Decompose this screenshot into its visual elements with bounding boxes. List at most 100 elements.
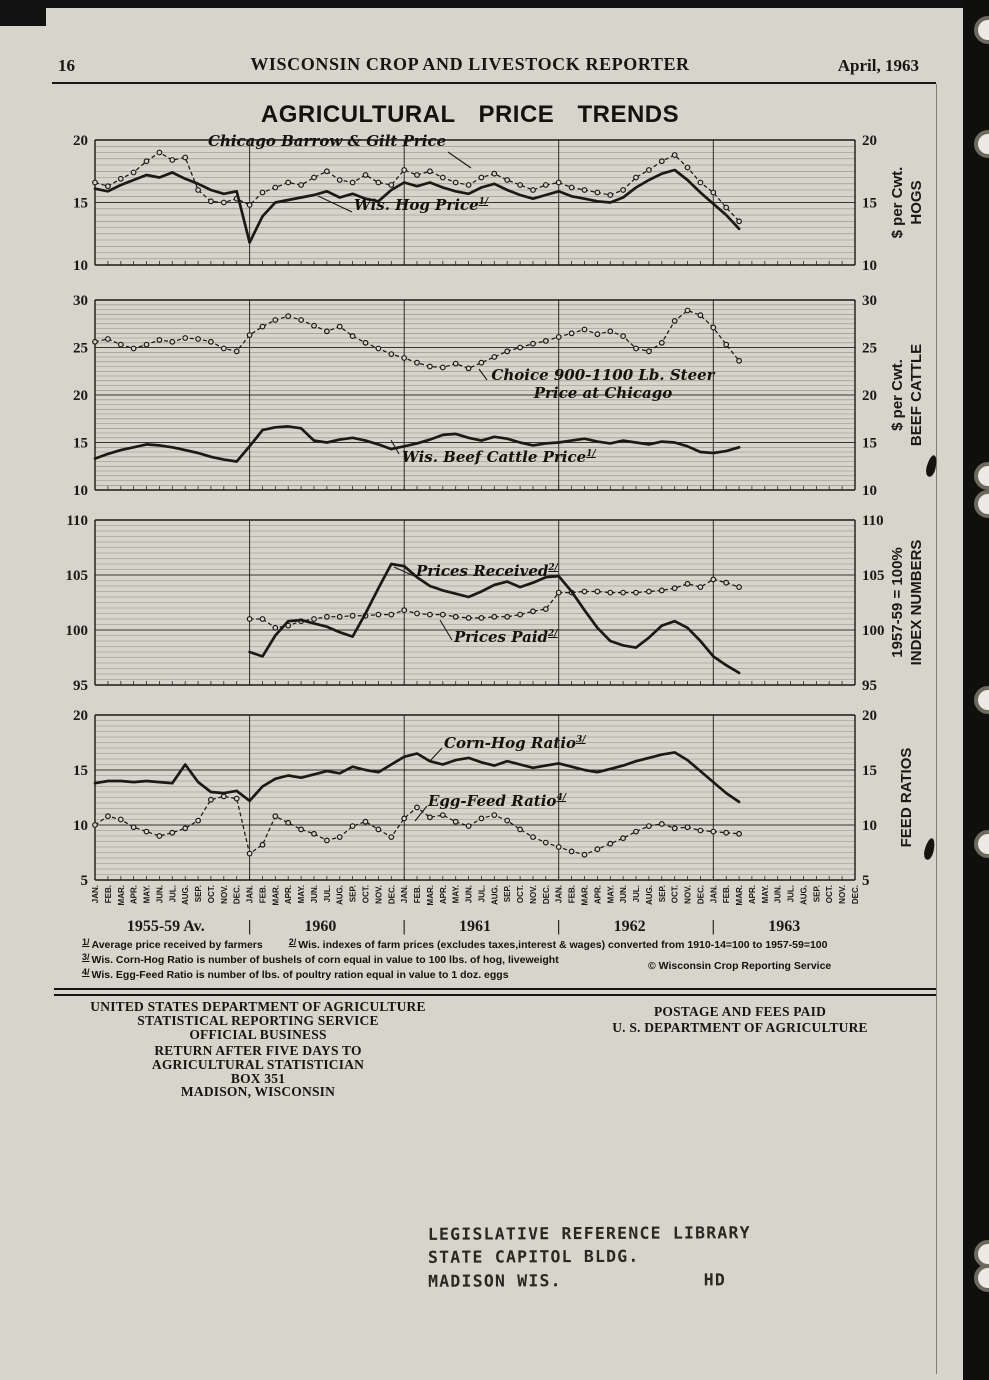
mailer-line: U. S. DEPARTMENT OF AGRICULTURE [612,1019,868,1035]
svg-text:30: 30 [862,293,877,309]
footnote-ref-1: 1/ [478,197,489,207]
mailer-line: UNITED STATES DEPARTMENT OF AGRICULTURE [90,999,426,1014]
footnote-line-2: 3/Wis. Corn-Hog Ratio is number of bushe… [82,952,892,968]
annotation-wis-beef-cattle-price: Wis. Beef Cattle Price1/ [402,448,596,466]
annotation-corn-hog-ratio: Corn-Hog Ratio3/ [444,734,586,752]
svg-text:15: 15 [73,763,88,779]
svg-text:JUL.: JUL. [477,885,486,902]
svg-text:JUL.: JUL. [168,885,177,902]
svg-text:JAN.: JAN. [246,885,255,903]
annotation-egg-feed-ratio: Egg-Feed Ratio4/ [428,792,566,810]
annotation-prices-paid: Prices Paid2/ [454,628,558,646]
svg-text:FEED RATIOS: FEED RATIOS [898,748,915,848]
svg-text:25: 25 [862,341,877,357]
svg-text:JUN.: JUN. [465,885,474,903]
svg-text:SEP.: SEP. [194,885,203,902]
footnote-ref-2: 2/ [548,629,558,639]
svg-text:OCT.: OCT. [825,885,834,903]
svg-text:20: 20 [862,133,877,149]
svg-text:1963: 1963 [768,918,800,935]
svg-text:OCT.: OCT. [516,885,525,903]
svg-text:JUN.: JUN. [774,885,783,903]
svg-text:AUG.: AUG. [490,885,499,905]
svg-text:OCT.: OCT. [671,885,680,903]
svg-text:|: | [712,918,716,935]
svg-text:MAR.: MAR. [271,885,280,905]
annotation-text: Wis. Beef Cattle Price [402,448,587,466]
svg-text:JAN.: JAN. [400,885,409,903]
svg-text:10: 10 [862,818,877,834]
svg-text:15: 15 [862,196,877,212]
svg-text:SEP.: SEP. [349,885,358,902]
mailer-line: AGRICULTURAL STATISTICIAN [151,1056,365,1072]
svg-text:10: 10 [862,483,877,499]
annotation-text: Egg-Feed Ratio [428,792,557,810]
svg-text:JUN.: JUN. [310,885,319,903]
footnote-text: Wis. indexes of farm prices (excludes ta… [298,939,828,951]
footnote-line-1: 1/Average price received by farmers 2/Wis… [82,937,892,953]
svg-text:MAR.: MAR. [117,885,126,905]
svg-text:$ per Cwt.: $ per Cwt. [889,359,906,431]
svg-text:MAY.: MAY. [143,885,152,903]
binder-ring [974,130,989,158]
svg-text:MAY.: MAY. [297,885,306,903]
price-trends-figure: 10 10 15 15 20 20 HOGS $ per Cwt. 10 10 15 15 20 20 25… [50,128,930,943]
svg-text:20: 20 [862,388,877,404]
svg-text:FEB.: FEB. [259,885,268,903]
svg-text:OCT.: OCT. [207,885,216,903]
svg-text:NOV.: NOV. [684,885,693,904]
svg-text:OCT.: OCT. [362,885,371,903]
publication-title: WISCONSIN CROP AND LIVESTOCK REPORTER [250,54,690,74]
binder-ring [974,462,989,490]
footnotes: 1/Average price received by farmers 2/Wis… [82,937,892,984]
footnote-ref-4: 4/ [556,793,566,803]
svg-text:JAN.: JAN. [555,885,564,903]
footnote-ref-3: 3/ [576,735,586,745]
svg-text:DEC.: DEC. [696,885,705,904]
library-stamp: LEGISLATIVE REFERENCE LIBRARY STATE CAPI… [428,1221,751,1293]
svg-text:HOGS: HOGS [908,180,925,224]
svg-text:AUG.: AUG. [181,885,190,905]
section-divider [54,988,936,996]
page-number: 16 [58,56,75,75]
svg-text:AUG.: AUG. [336,885,345,905]
svg-text:JAN.: JAN. [709,885,718,903]
svg-text:|: | [402,918,406,935]
binder-ring [974,16,989,44]
svg-text:FEB.: FEB. [568,885,577,903]
mailer-line: BOX 351 [230,1070,286,1086]
binder-ring [974,830,989,858]
annotation-prices-received: Prices Received2/ [416,562,558,580]
svg-text:AUG.: AUG. [645,885,654,905]
header-rule [52,82,936,84]
svg-text:NOV.: NOV. [374,885,383,904]
svg-text:MAY.: MAY. [606,885,615,903]
svg-text:$ per Cwt.: $ per Cwt. [889,167,906,239]
svg-text:NOV.: NOV. [529,885,538,904]
svg-text:APR.: APR. [284,885,293,904]
svg-text:JUN.: JUN. [619,885,628,903]
footnote-marker: 4/ [82,967,90,978]
svg-text:MAR.: MAR. [735,885,744,905]
issue-date: April, 1963 [837,56,919,75]
svg-text:APR.: APR. [439,885,448,904]
return-address-block: RETURN AFTER FIVE DAYS TO AGRICULTURAL S… [62,1044,454,1099]
copyright-notice: © Wisconsin Crop Reporting Service [648,960,832,972]
svg-text:10: 10 [73,258,88,274]
svg-text:|: | [557,918,561,935]
scan-top-strip [0,0,989,8]
stamp-line: LEGISLATIVE REFERENCE LIBRARY [427,1223,751,1244]
binder-ring [974,1264,989,1292]
annotation-text: Corn-Hog Ratio [444,734,577,752]
svg-text:JUL.: JUL. [632,885,641,902]
svg-text:15: 15 [862,436,877,452]
stamp-text: MADISON WIS. [428,1270,562,1291]
svg-text:DEC.: DEC. [851,885,860,904]
svg-text:105: 105 [66,568,89,584]
svg-text:DEC.: DEC. [542,885,551,904]
mailer-line: MADISON, WISCONSIN [180,1084,336,1100]
svg-text:100: 100 [66,623,89,639]
svg-text:BEEF CATTLE: BEEF CATTLE [908,344,925,446]
scan-corner-block [0,0,46,26]
